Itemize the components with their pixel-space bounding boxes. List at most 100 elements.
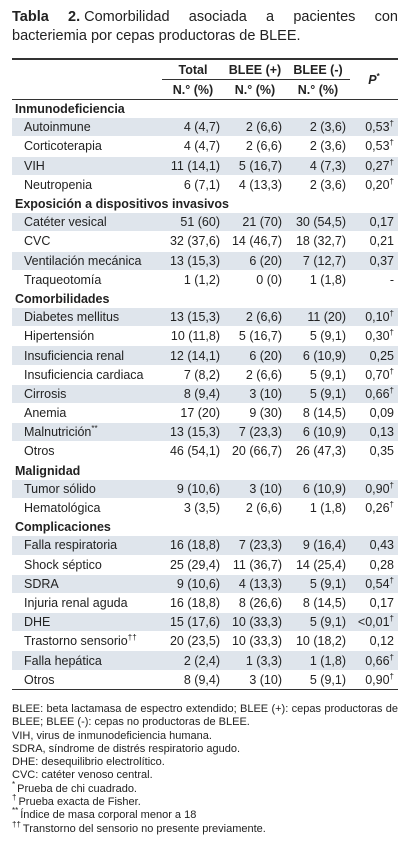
- cell-pos: 9 (30): [224, 403, 286, 424]
- footnote: †† Transtorno del sensorio no presente pr…: [12, 819, 398, 836]
- p-value: 0,28: [369, 557, 394, 572]
- cell-pos: 3 (10): [224, 384, 286, 405]
- cell-total: 9 (10,6): [162, 479, 224, 499]
- cell-pos: 2 (6,6): [224, 136, 286, 157]
- footnote-text: SDRA, síndrome de distrés respiratorio a…: [12, 742, 241, 755]
- row-label-text: Insuficiencia renal: [24, 348, 125, 363]
- row-label: Autoinmune: [12, 118, 162, 138]
- p-value: 0,17: [369, 595, 394, 610]
- cell-neg: 6 (10,9): [286, 422, 350, 443]
- data-row: Hematológica 3 (3,5) 2 (6,6) 1 (1,8) 0,26†: [12, 498, 398, 519]
- p-value: 0,90: [365, 481, 390, 496]
- cell-p: <0,01†: [350, 612, 398, 633]
- section-title: Comorbilidades: [12, 288, 398, 309]
- row-label-text: Otros: [24, 444, 55, 459]
- cell-total: 16 (18,8): [162, 593, 224, 614]
- cell-pos: 10 (33,3): [224, 631, 286, 652]
- cell-pos: 3 (10): [224, 479, 286, 499]
- footnote-text: Transtorno del sensorio no presente prev…: [22, 822, 266, 835]
- section-row: Malignidad: [12, 460, 398, 480]
- row-label: Tumor sólido: [12, 479, 162, 499]
- p-value: 0,70: [365, 367, 390, 382]
- p-value: 0,13: [369, 425, 394, 440]
- column-header-text: BLEE (+): [228, 62, 282, 77]
- p-sup: †: [389, 366, 394, 376]
- cell-p: 0,66†: [350, 650, 398, 671]
- cell-neg: 9 (16,4): [286, 536, 350, 556]
- p-value: 0,66: [365, 386, 390, 401]
- row-label: Insuficiencia cardiaca: [12, 365, 162, 385]
- cell-total: 16 (18,8): [162, 536, 224, 556]
- cell-total: 1 (1,2): [162, 270, 224, 290]
- cell-p: 0,66†: [350, 384, 398, 405]
- data-row: Autoinmune 4 (4,7) 2 (6,6) 2 (3,6) 0,53†: [12, 118, 398, 138]
- p-value: 0,17: [369, 215, 394, 230]
- row-label-text: Neutropenia: [24, 177, 93, 192]
- cell-p: 0,43: [350, 536, 398, 556]
- cell-p: 0,12: [350, 631, 398, 652]
- row-label-text: Hipertensión: [24, 329, 95, 344]
- cell-total: 2 (2,4): [162, 650, 224, 671]
- footnote: DHE: desequilibrio electrolítico.: [12, 756, 398, 769]
- cell-p: 0,53†: [350, 118, 398, 138]
- p-value: 0,35: [369, 444, 394, 459]
- p-sup: †: [389, 309, 394, 319]
- column-header-sup: *: [376, 71, 380, 81]
- cell-neg: 2 (3,6): [286, 136, 350, 157]
- cell-pos: 4 (13,3): [224, 574, 286, 594]
- caption: Tabla 2. Comorbilidad asociada a paciente…: [12, 8, 398, 46]
- cell-neg: 6 (10,9): [286, 479, 350, 499]
- row-label-text: Cirrosis: [24, 386, 67, 401]
- p-value: 0,30: [365, 329, 390, 344]
- footnote-sup: *: [12, 779, 16, 789]
- p-sup: †: [389, 480, 394, 490]
- cell-neg: 2 (3,6): [286, 175, 350, 195]
- column-header: BLEE (+): [224, 59, 286, 80]
- cell-p: 0,90†: [350, 479, 398, 499]
- row-label: Diabetes mellitus: [12, 308, 162, 328]
- cell-total: 10 (11,8): [162, 326, 224, 347]
- data-row: Ventilación mecánica 13 (15,3) 6 (20) 7 (12…: [12, 251, 398, 271]
- footnote-sup: ††: [12, 819, 21, 829]
- row-label-text: Corticoterapia: [24, 139, 102, 154]
- row-label-text: Falla respiratoria: [24, 538, 118, 553]
- cell-neg: 5 (9,1): [286, 365, 350, 385]
- row-label-text: CVC: [24, 234, 51, 249]
- row-label: DHE: [12, 612, 162, 633]
- cell-pos: 2 (6,6): [224, 498, 286, 519]
- cell-p: 0,28: [350, 555, 398, 575]
- cell-pos: 21 (70): [224, 213, 286, 233]
- cell-total: 8 (9,4): [162, 670, 224, 690]
- cell-total: 20 (23,5): [162, 631, 224, 652]
- footnote-text: Prueba exacta de Fisher.: [18, 796, 141, 809]
- cell-pos: 7 (23,3): [224, 536, 286, 556]
- cell-pos: 2 (6,6): [224, 365, 286, 385]
- row-label: Malnutrición**: [12, 422, 162, 443]
- row-label-text: Hematológica: [24, 501, 101, 516]
- data-row: Traqueotomía 1 (1,2) 0 (0) 1 (1,8) -: [12, 270, 398, 290]
- p-sup: †: [389, 385, 394, 395]
- cell-p: 0,70†: [350, 365, 398, 385]
- section-row: Complicaciones: [12, 517, 398, 537]
- data-row: SDRA 9 (10,6) 4 (13,3) 5 (9,1) 0,54†: [12, 574, 398, 594]
- p-sup: †: [389, 176, 394, 186]
- section-row: Exposición a dispositivos invasivos: [12, 193, 398, 214]
- data-row: Neutropenia 6 (7,1) 4 (13,3) 2 (3,6) 0,20†: [12, 175, 398, 195]
- data-row: Trastorno sensorio†† 20 (23,5) 10 (33,3) 10…: [12, 631, 398, 652]
- footnote-text: CVC: catéter venoso central.: [12, 769, 153, 782]
- cell-p: 0,37: [350, 251, 398, 271]
- p-sup: †: [389, 328, 394, 338]
- cell-p: 0,35: [350, 441, 398, 462]
- p-value: 0,53: [365, 120, 390, 135]
- cell-neg: 1 (1,8): [286, 498, 350, 519]
- column-header: BLEE (-): [286, 59, 350, 80]
- cell-neg: 8 (14,5): [286, 593, 350, 614]
- section-title: Exposición a dispositivos invasivos: [12, 193, 398, 214]
- cell-p: 0,09: [350, 403, 398, 424]
- data-row: Shock séptico 25 (29,4) 11 (36,7) 14 (25,4)…: [12, 555, 398, 575]
- p-value: -: [389, 272, 394, 287]
- row-label: Insuficiencia renal: [12, 345, 162, 366]
- p-value: 0,54: [365, 576, 390, 591]
- cell-total: 13 (15,3): [162, 422, 224, 443]
- row-label: Injuria renal aguda: [12, 593, 162, 614]
